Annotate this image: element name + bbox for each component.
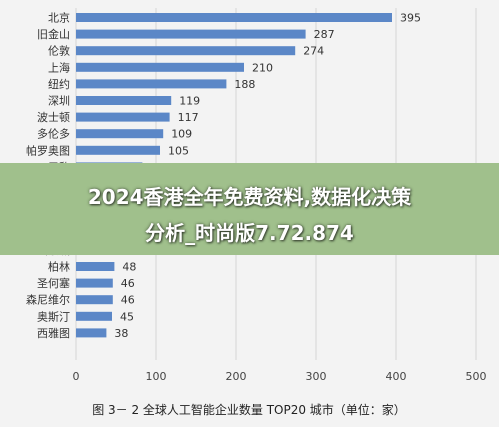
category-label: 上海: [48, 60, 70, 74]
value-label: 395: [400, 12, 421, 25]
value-label: 117: [178, 111, 199, 124]
bar: [76, 278, 113, 288]
chart-caption: 图 3－ 2 全球人工智能企业数量 TOP20 城市（单位：家）: [92, 402, 406, 417]
x-axis-ticks: 0 100 200 300 400 500: [73, 370, 487, 383]
bar: [76, 79, 227, 89]
category-label: 森尼维尔: [26, 293, 70, 307]
x-tick-label: 0: [73, 370, 80, 383]
value-label: 45: [120, 310, 134, 323]
category-label: 奥斯汀: [37, 309, 70, 323]
banner-subtitle: 分析_时尚版7.72.874: [145, 221, 354, 245]
category-label: 波士顿: [37, 110, 70, 124]
category-label: 帕罗奥图: [26, 143, 70, 157]
bar: [76, 262, 115, 271]
category-label: 柏林: [48, 260, 70, 274]
value-label: 274: [303, 45, 324, 58]
bar: [76, 145, 160, 155]
x-tick-label: 200: [226, 370, 247, 383]
value-label: 46: [121, 277, 135, 290]
bar: [76, 311, 112, 321]
bar: [76, 112, 170, 122]
bar: [76, 46, 296, 56]
bar: [76, 129, 164, 139]
category-label: 伦敦: [48, 44, 70, 58]
bar: [76, 328, 107, 338]
value-label: 109: [171, 128, 192, 141]
bar: [76, 62, 244, 72]
value-label: 46: [121, 294, 135, 307]
category-label: 深圳: [48, 95, 70, 108]
bar: [76, 96, 172, 105]
bar: [76, 295, 113, 305]
value-label: 210: [252, 61, 273, 74]
value-label: 188: [234, 78, 255, 91]
banner-title: 2024香港全年免费资料,数据化决策: [87, 185, 412, 209]
category-label: 西雅图: [37, 326, 70, 340]
category-label: 旧金山: [37, 27, 70, 41]
x-tick-label: 400: [386, 370, 407, 383]
watermark-banner: 2024香港全年免费资料,数据化决策 分析_时尚版7.72.874: [0, 163, 499, 255]
category-label: 多伦多: [37, 127, 70, 141]
x-tick-label: 500: [466, 370, 487, 383]
x-tick-label: 300: [306, 370, 327, 383]
category-label: 北京: [48, 11, 70, 25]
value-label: 38: [114, 327, 128, 340]
value-label: 287: [314, 28, 335, 41]
x-tick-label: 100: [146, 370, 167, 383]
value-label: 119: [179, 95, 200, 108]
value-label: 48: [122, 261, 136, 274]
bar: [76, 13, 392, 22]
category-label: 纽约: [48, 77, 70, 91]
bar: [76, 29, 306, 39]
value-label: 105: [168, 144, 189, 157]
category-label: 圣何塞: [37, 276, 70, 290]
